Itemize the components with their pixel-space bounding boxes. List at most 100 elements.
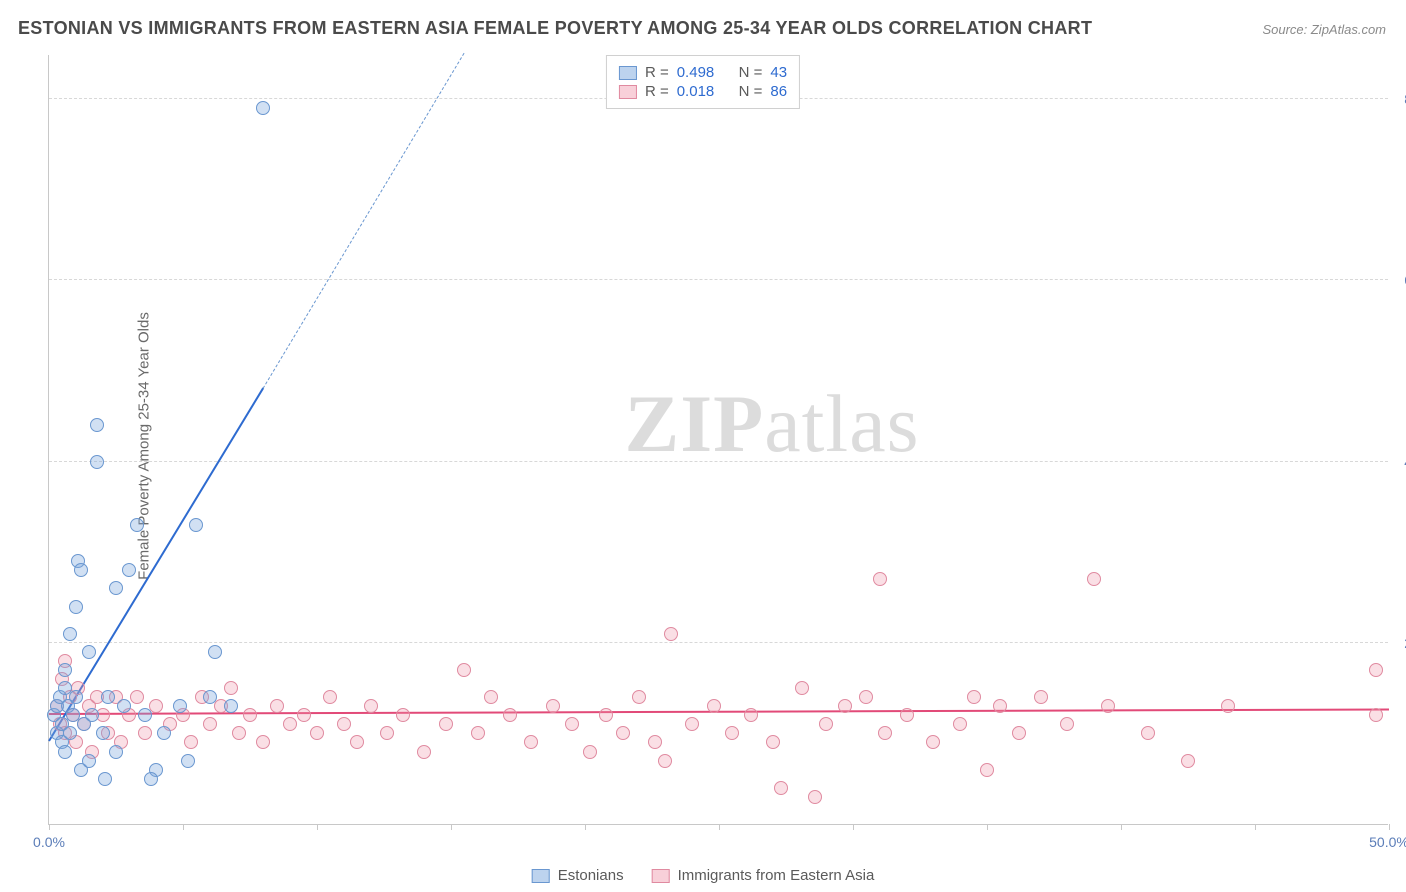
x-tick (1121, 824, 1122, 830)
gridline (49, 642, 1388, 643)
scatter-point-immigrants (203, 717, 217, 731)
scatter-point-estonians (109, 745, 123, 759)
scatter-point-immigrants (224, 681, 238, 695)
scatter-point-estonians (63, 726, 77, 740)
scatter-point-immigrants (599, 708, 613, 722)
gridline (49, 461, 1388, 462)
swatch-pink (652, 869, 670, 883)
scatter-point-estonians (203, 690, 217, 704)
watermark-bold: ZIP (625, 378, 765, 469)
scatter-point-estonians (90, 418, 104, 432)
x-tick (585, 824, 586, 830)
watermark: ZIPatlas (625, 377, 920, 471)
scatter-point-immigrants (1369, 663, 1383, 677)
scatter-point-immigrants (1141, 726, 1155, 740)
scatter-point-immigrants (364, 699, 378, 713)
scatter-point-immigrants (270, 699, 284, 713)
scatter-point-immigrants (808, 790, 822, 804)
scatter-point-immigrants (725, 726, 739, 740)
scatter-point-estonians (122, 563, 136, 577)
scatter-point-estonians (69, 690, 83, 704)
trend-line-estonians-extrapolated (263, 53, 465, 389)
x-tick (49, 824, 50, 830)
n-label: N = (739, 64, 763, 81)
scatter-point-immigrants (232, 726, 246, 740)
scatter-point-estonians (82, 754, 96, 768)
x-tick (451, 824, 452, 830)
scatter-point-immigrants (926, 735, 940, 749)
scatter-point-immigrants (980, 763, 994, 777)
scatter-point-immigrants (658, 754, 672, 768)
scatter-point-estonians (117, 699, 131, 713)
scatter-point-immigrants (184, 735, 198, 749)
scatter-point-immigrants (1369, 708, 1383, 722)
scatter-point-immigrants (297, 708, 311, 722)
x-tick-label: 0.0% (33, 834, 65, 850)
scatter-point-estonians (96, 726, 110, 740)
scatter-point-estonians (157, 726, 171, 740)
scatter-point-immigrants (707, 699, 721, 713)
scatter-point-immigrants (967, 690, 981, 704)
scatter-point-immigrants (1181, 754, 1195, 768)
scatter-point-estonians (98, 772, 112, 786)
swatch-pink (619, 85, 637, 99)
x-tick-label: 50.0% (1369, 834, 1406, 850)
scatter-point-estonians (109, 581, 123, 595)
scatter-point-immigrants (565, 717, 579, 731)
chart-title: ESTONIAN VS IMMIGRANTS FROM EASTERN ASIA… (18, 18, 1092, 39)
scatter-point-immigrants (439, 717, 453, 731)
legend-series: Estonians Immigrants from Eastern Asia (532, 867, 875, 884)
scatter-point-immigrants (685, 717, 699, 731)
x-tick (183, 824, 184, 830)
r-label: R = (645, 64, 669, 81)
legend-correlation-box: R = 0.498 N = 43 R = 0.018 N = 86 (606, 55, 800, 109)
scatter-point-estonians (58, 745, 72, 759)
scatter-point-immigrants (417, 745, 431, 759)
legend-row-immigrants: R = 0.018 N = 86 (619, 83, 787, 100)
swatch-blue (532, 869, 550, 883)
scatter-point-estonians (58, 663, 72, 677)
scatter-point-estonians (173, 699, 187, 713)
scatter-point-immigrants (1221, 699, 1235, 713)
scatter-point-immigrants (1034, 690, 1048, 704)
scatter-point-immigrants (744, 708, 758, 722)
scatter-point-estonians (74, 563, 88, 577)
scatter-point-immigrants (795, 681, 809, 695)
n-value-estonians: 43 (770, 64, 787, 81)
scatter-point-immigrants (873, 572, 887, 586)
gridline (49, 279, 1388, 280)
scatter-point-estonians (138, 708, 152, 722)
scatter-point-immigrants (648, 735, 662, 749)
x-tick (1389, 824, 1390, 830)
scatter-point-immigrants (546, 699, 560, 713)
scatter-point-estonians (69, 600, 83, 614)
scatter-point-estonians (82, 645, 96, 659)
legend-label-immigrants: Immigrants from Eastern Asia (678, 867, 875, 884)
r-value-immigrants: 0.018 (677, 83, 715, 100)
scatter-point-immigrants (583, 745, 597, 759)
scatter-point-estonians (181, 754, 195, 768)
scatter-point-immigrants (380, 726, 394, 740)
legend-row-estonians: R = 0.498 N = 43 (619, 64, 787, 81)
scatter-point-immigrants (283, 717, 297, 731)
scatter-point-immigrants (524, 735, 538, 749)
scatter-point-immigrants (766, 735, 780, 749)
scatter-point-immigrants (838, 699, 852, 713)
legend-item-estonians: Estonians (532, 867, 624, 884)
scatter-point-immigrants (323, 690, 337, 704)
scatter-point-estonians (189, 518, 203, 532)
scatter-point-estonians (101, 690, 115, 704)
scatter-point-immigrants (310, 726, 324, 740)
scatter-point-immigrants (774, 781, 788, 795)
scatter-point-immigrants (396, 708, 410, 722)
scatter-point-estonians (256, 101, 270, 115)
scatter-point-immigrants (1087, 572, 1101, 586)
legend-label-estonians: Estonians (558, 867, 624, 884)
watermark-light: atlas (764, 378, 919, 469)
scatter-point-estonians (208, 645, 222, 659)
scatter-point-estonians (63, 627, 77, 641)
scatter-point-immigrants (350, 735, 364, 749)
n-label: N = (739, 83, 763, 100)
scatter-point-immigrants (471, 726, 485, 740)
n-value-immigrants: 86 (770, 83, 787, 100)
